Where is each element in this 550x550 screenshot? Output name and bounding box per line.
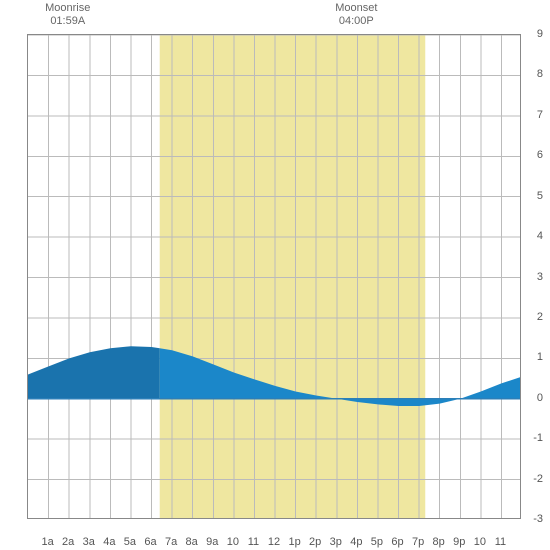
x-tick: 11	[495, 536, 506, 548]
x-tick: 2a	[62, 536, 74, 548]
x-tick: 9a	[206, 536, 218, 548]
y-tick: 5	[523, 190, 543, 202]
x-tick: 4a	[103, 536, 115, 548]
x-tick: 1a	[41, 536, 53, 548]
moonset-label: Moonset 04:00P	[335, 2, 377, 28]
y-tick: 9	[523, 28, 543, 40]
x-tick: 10	[227, 536, 239, 548]
y-tick: -3	[523, 513, 543, 525]
y-tick: 7	[523, 109, 543, 121]
x-tick: 7a	[165, 536, 177, 548]
moonset-time: 04:00P	[335, 15, 377, 28]
x-tick: 2p	[309, 536, 321, 548]
x-tick: 8p	[433, 536, 445, 548]
x-tick: 7p	[412, 536, 424, 548]
y-tick: 6	[523, 149, 543, 161]
x-tick: 9p	[453, 536, 465, 548]
y-tick: -2	[523, 473, 543, 485]
x-tick: 11	[248, 536, 259, 548]
y-tick: -1	[523, 432, 543, 444]
moonrise-title: Moonrise	[45, 2, 90, 15]
moonrise-label: Moonrise 01:59A	[45, 2, 90, 28]
x-tick: 4p	[350, 536, 362, 548]
x-tick: 3p	[330, 536, 342, 548]
y-tick: 3	[523, 271, 543, 283]
y-tick: 2	[523, 311, 543, 323]
x-tick: 6a	[144, 536, 156, 548]
x-tick: 5p	[371, 536, 383, 548]
chart-svg	[28, 35, 521, 519]
x-tick: 10	[474, 536, 486, 548]
y-tick: 0	[523, 392, 543, 404]
x-tick: 3a	[83, 536, 95, 548]
moonset-title: Moonset	[335, 2, 377, 15]
tide-chart	[27, 34, 521, 519]
x-tick: 8a	[186, 536, 198, 548]
y-tick: 8	[523, 68, 543, 80]
x-tick: 12	[268, 536, 280, 548]
moonrise-time: 01:59A	[45, 15, 90, 28]
x-tick: 1p	[288, 536, 300, 548]
y-tick: 1	[523, 351, 543, 363]
y-tick: 4	[523, 230, 543, 242]
x-tick: 6p	[391, 536, 403, 548]
x-tick: 5a	[124, 536, 136, 548]
